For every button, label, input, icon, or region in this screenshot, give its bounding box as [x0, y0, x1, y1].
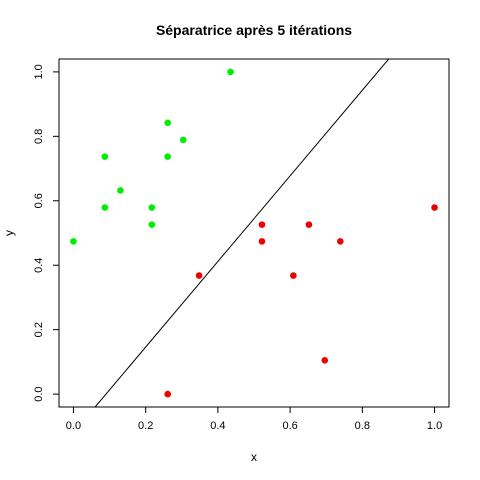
x-tick-label: 0.0: [66, 420, 81, 432]
separator-line: [94, 59, 390, 407]
y-tick-label: 1.0: [33, 64, 45, 79]
y-tick-label: 0.2: [33, 322, 45, 337]
data-point: [70, 238, 77, 245]
data-point: [164, 390, 171, 398]
data-point: [101, 204, 109, 211]
separator-line-group: [94, 59, 390, 407]
x-axis-label: x: [251, 450, 257, 464]
data-point: [337, 238, 344, 245]
data-point: [148, 221, 156, 228]
plot-frame: [58, 58, 450, 408]
data-point: [101, 153, 109, 160]
x-tick-label: 0.6: [282, 420, 297, 432]
data-point: [305, 221, 313, 228]
y-axis: 0.0 0.2 0.4 0.6 0.8 1.0: [33, 64, 60, 402]
data-point: [117, 187, 124, 194]
data-point: [164, 119, 171, 127]
y-tick-label: 0.0: [33, 386, 45, 401]
x-tick-label: 0.2: [138, 420, 153, 432]
data-point: [164, 153, 171, 160]
data-point: [258, 221, 266, 228]
data-point: [148, 204, 156, 211]
data-point: [258, 238, 266, 245]
data-point: [431, 204, 438, 211]
chart-title: Séparatrice après 5 itérations: [156, 22, 352, 38]
data-point: [290, 272, 297, 279]
data-point: [321, 356, 329, 364]
x-tick-label: 1.0: [427, 420, 442, 432]
data-point: [179, 136, 187, 144]
data-point: [195, 272, 203, 279]
x-axis: 0.0 0.2 0.4 0.6 0.8 1.0: [66, 406, 442, 432]
x-tick-label: 0.8: [355, 420, 370, 432]
data-points: [70, 68, 438, 398]
x-tick-label: 0.4: [210, 420, 225, 432]
y-tick-label: 0.8: [33, 129, 45, 144]
y-axis-label: y: [2, 230, 16, 236]
y-tick-label: 0.4: [33, 258, 45, 273]
data-point: [227, 68, 234, 76]
y-tick-label: 0.6: [33, 193, 45, 208]
